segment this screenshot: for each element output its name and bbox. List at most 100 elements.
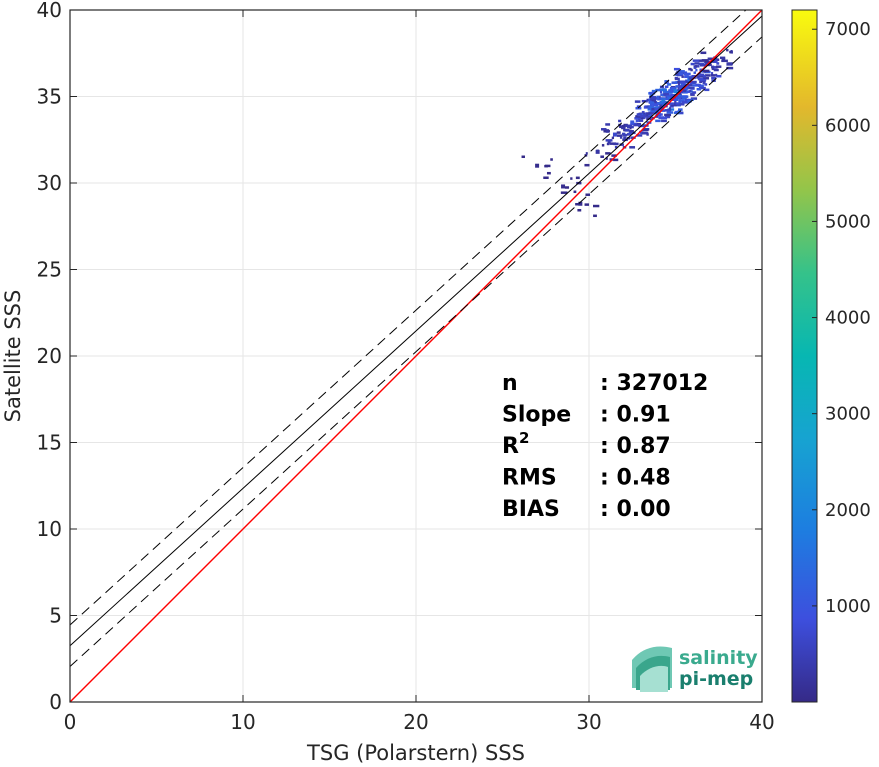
colorbar-tick-label: 6000 (825, 115, 871, 136)
density-cell (634, 100, 638, 103)
density-cell (711, 72, 714, 75)
density-cell (577, 209, 582, 212)
density-point (535, 163, 540, 168)
density-cell (698, 62, 705, 66)
density-cell (614, 145, 618, 149)
density-cell (668, 109, 672, 113)
density-cell (682, 89, 687, 92)
density-cell (678, 100, 682, 104)
density-cell (704, 60, 709, 63)
density-cell (661, 119, 667, 123)
density-cell (674, 100, 677, 104)
x-tick-label: 0 (64, 710, 77, 734)
density-cell (667, 83, 672, 86)
density-cell (646, 133, 649, 136)
density-cell (681, 101, 689, 104)
density-cell (624, 129, 630, 132)
density-cell (715, 65, 722, 68)
density-cell (689, 80, 697, 84)
density-cell (680, 90, 683, 94)
density-cell (601, 128, 607, 131)
density-cell (663, 97, 670, 101)
density-cell (575, 176, 580, 180)
reference-lines (69, 9, 763, 703)
density-cell (683, 80, 689, 84)
density-cell (646, 117, 650, 121)
colorbar-tick-label: 3000 (825, 404, 871, 425)
density-cell (688, 77, 694, 80)
density-cell (618, 119, 622, 123)
density-cell (646, 112, 651, 115)
density-cell (690, 97, 698, 100)
density-cell (641, 99, 648, 103)
density-cell (643, 113, 647, 117)
density-cell (663, 92, 669, 96)
density-cell (655, 88, 662, 92)
density-cell (649, 117, 652, 121)
density-cell (669, 105, 674, 108)
density-cell (713, 66, 718, 69)
density-cell (653, 99, 657, 102)
density-cell (570, 177, 573, 180)
density-cell (627, 124, 633, 128)
density-cell (669, 94, 675, 98)
density-cell (677, 83, 681, 86)
density-cell (668, 107, 671, 110)
density-cell (627, 132, 632, 136)
density-cell (655, 97, 660, 100)
density-cell (692, 59, 700, 62)
density-point (578, 201, 583, 206)
density-cell (664, 85, 669, 89)
density-cell (671, 98, 677, 101)
density-cell (623, 136, 627, 140)
density-cell (611, 136, 615, 140)
identity-line (69, 9, 763, 703)
density-cell (684, 75, 690, 79)
density-cell (669, 86, 677, 90)
density-cell (704, 83, 708, 86)
stat-label: RMS (502, 466, 557, 491)
density-cell (693, 66, 697, 69)
density-cell (656, 102, 663, 105)
density-cell (628, 130, 634, 133)
density-cell (642, 124, 649, 127)
density-cell (626, 137, 631, 140)
density-cell (649, 93, 654, 97)
x-tick-label: 30 (576, 710, 601, 734)
stats-box: n: 327012 Slope: 0.91 R2: 0.87 RMS: 0.48 BIA… (502, 371, 708, 522)
density-cell (677, 89, 680, 92)
density-cell (696, 76, 700, 79)
density-cell (678, 70, 685, 73)
density-cell (641, 128, 649, 132)
density-cell (688, 75, 693, 79)
density-cell (691, 74, 696, 78)
density-cell (700, 51, 707, 55)
density-cell (707, 57, 714, 61)
density-cell (605, 123, 611, 126)
density-cell (689, 89, 692, 93)
density-cell (662, 90, 668, 93)
lower-bound-line (69, 36, 763, 667)
stat-value: : 0.91 (600, 403, 671, 428)
density-cell (659, 85, 664, 89)
density-cell (716, 74, 722, 78)
stat-label: BIAS (502, 497, 560, 522)
density-cell (609, 142, 617, 145)
density-cell (606, 142, 610, 146)
density-cell (664, 113, 672, 117)
density-cell (666, 111, 674, 114)
density-cell (699, 64, 706, 67)
density-cell (621, 124, 625, 128)
density-point (595, 149, 600, 154)
density-cell (573, 190, 577, 194)
x-tick-label: 10 (230, 710, 255, 734)
density-cell (690, 68, 693, 72)
density-cell (698, 59, 703, 62)
salinity-pi-mep-logo: salinity pi-mep (632, 646, 758, 692)
density-cell (703, 69, 710, 73)
density-cell (680, 84, 685, 88)
colorbar-tick-label: 7000 (825, 19, 871, 40)
density-cell (637, 100, 641, 103)
density-cell (575, 202, 581, 206)
density-cell (675, 96, 682, 100)
